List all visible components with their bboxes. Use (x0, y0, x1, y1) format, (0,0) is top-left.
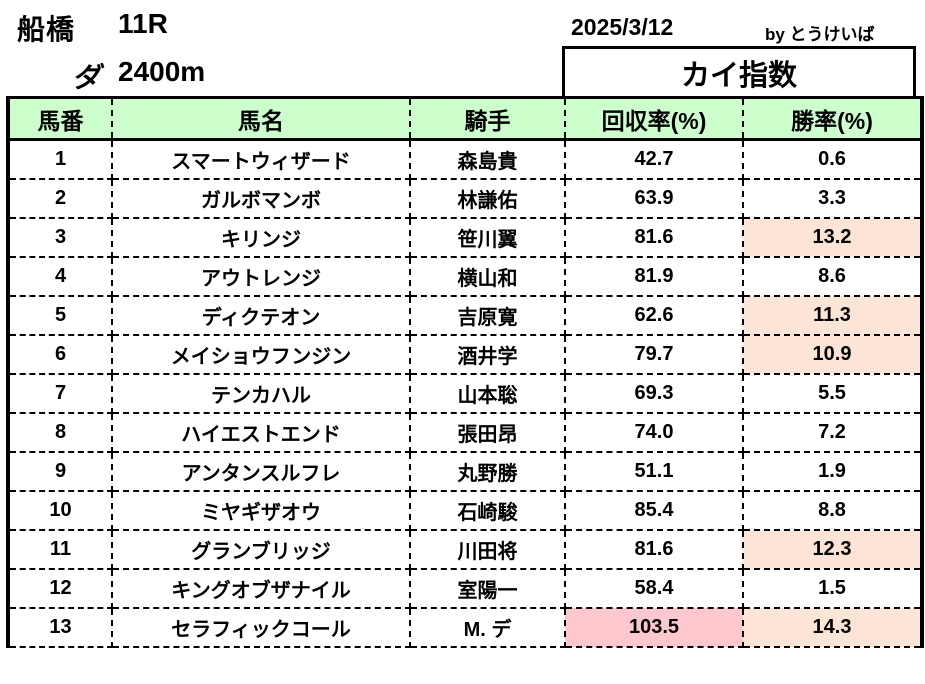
column-header-win-rate: 勝率(%) (743, 96, 924, 141)
jockey-name: 森島貴 (410, 139, 566, 180)
table-row: 6 メイショウフンジン 酒井学 79.7 10.9 (6, 334, 924, 375)
horse-name: アンタンスルフレ (112, 451, 411, 492)
table-row: 10 ミヤギザオウ 石崎駿 85.4 8.8 (6, 490, 924, 531)
table-header-row: 馬番 馬名 騎手 回収率(%) 勝率(%) (6, 96, 924, 141)
horse-name: グランブリッジ (112, 529, 411, 570)
race-index-table: 馬番 馬名 騎手 回収率(%) 勝率(%) 1 スマートウィザード 森島貴 42.7 0… (6, 96, 924, 648)
win-rate: 0.6 (743, 139, 924, 180)
horse-name: テンカハル (112, 373, 411, 414)
return-rate: 85.4 (565, 490, 744, 531)
horse-name: キングオブザナイル (112, 568, 411, 609)
column-header-horse: 馬名 (112, 96, 411, 141)
win-rate: 8.8 (743, 490, 924, 531)
horse-name: ディクテオン (112, 295, 411, 336)
table-row: 2 ガルボマンボ 林謙佑 63.9 3.3 (6, 178, 924, 219)
horse-number: 10 (6, 490, 113, 531)
win-rate: 11.3 (743, 295, 924, 336)
return-rate: 81.6 (565, 529, 744, 570)
return-rate: 79.7 (565, 334, 744, 375)
race-number: 11R (118, 8, 168, 39)
return-rate: 103.5 (565, 607, 744, 648)
horse-number: 7 (6, 373, 113, 414)
return-rate: 74.0 (565, 412, 744, 453)
return-rate: 81.6 (565, 217, 744, 258)
jockey-name: 丸野勝 (410, 451, 566, 492)
win-rate: 7.2 (743, 412, 924, 453)
horse-number: 8 (6, 412, 113, 453)
jockey-name: 酒井学 (410, 334, 566, 375)
horse-number: 4 (6, 256, 113, 297)
jockey-name: 山本聡 (410, 373, 566, 414)
horse-name: セラフィックコール (112, 607, 411, 648)
horse-number: 12 (6, 568, 113, 609)
win-rate: 14.3 (743, 607, 924, 648)
return-rate: 62.6 (565, 295, 744, 336)
table-row: 5 ディクテオン 吉原寛 62.6 11.3 (6, 295, 924, 336)
column-header-number: 馬番 (6, 96, 113, 141)
jockey-name: M. デ (410, 607, 566, 648)
return-rate: 58.4 (565, 568, 744, 609)
jockey-name: 川田将 (410, 529, 566, 570)
win-rate: 3.3 (743, 178, 924, 219)
return-rate: 81.9 (565, 256, 744, 297)
track-surface: ダ (72, 62, 101, 93)
jockey-name: 室陽一 (410, 568, 566, 609)
jockey-name: 張田昂 (410, 412, 566, 453)
table-row: 8 ハイエストエンド 張田昂 74.0 7.2 (6, 412, 924, 453)
return-rate: 51.1 (565, 451, 744, 492)
horse-name: スマートウィザード (112, 139, 411, 180)
win-rate: 1.9 (743, 451, 924, 492)
jockey-name: 横山和 (410, 256, 566, 297)
column-header-jockey: 騎手 (410, 96, 566, 141)
race-distance: 2400m (118, 56, 206, 87)
kai-index-title: カイ指数 (562, 46, 916, 96)
table-row: 7 テンカハル 山本聡 69.3 5.5 (6, 373, 924, 414)
horse-name: アウトレンジ (112, 256, 411, 297)
byline: by とうけいば (765, 25, 875, 44)
table-row: 3 キリンジ 笹川翼 81.6 13.2 (6, 217, 924, 258)
jockey-name: 吉原寛 (410, 295, 566, 336)
return-rate: 63.9 (565, 178, 744, 219)
table-row: 4 アウトレンジ 横山和 81.9 8.6 (6, 256, 924, 297)
win-rate: 1.5 (743, 568, 924, 609)
table-row: 12 キングオブザナイル 室陽一 58.4 1.5 (6, 568, 924, 609)
horse-number: 13 (6, 607, 113, 648)
table-body: 1 スマートウィザード 森島貴 42.7 0.6 2 ガルボマンボ 林謙佑 63.9 3.3 3 キリ… (6, 139, 924, 648)
win-rate: 12.3 (743, 529, 924, 570)
venue-name: 船橋 (17, 14, 76, 45)
horse-number: 1 (6, 139, 113, 180)
win-rate: 5.5 (743, 373, 924, 414)
horse-name: ガルボマンボ (112, 178, 411, 219)
return-rate: 69.3 (565, 373, 744, 414)
table-row: 1 スマートウィザード 森島貴 42.7 0.6 (6, 139, 924, 180)
horse-name: ミヤギザオウ (112, 490, 411, 531)
horse-number: 11 (6, 529, 113, 570)
horse-name: ハイエストエンド (112, 412, 411, 453)
horse-number: 2 (6, 178, 113, 219)
jockey-name: 林謙佑 (410, 178, 566, 219)
win-rate: 13.2 (743, 217, 924, 258)
race-date: 2025/3/12 (571, 14, 674, 40)
horse-number: 6 (6, 334, 113, 375)
horse-number: 5 (6, 295, 113, 336)
win-rate: 8.6 (743, 256, 924, 297)
horse-number: 9 (6, 451, 113, 492)
win-rate: 10.9 (743, 334, 924, 375)
jockey-name: 笹川翼 (410, 217, 566, 258)
table-row: 11 グランブリッジ 川田将 81.6 12.3 (6, 529, 924, 570)
jockey-name: 石崎駿 (410, 490, 566, 531)
table-row: 13 セラフィックコール M. デ 103.5 14.3 (6, 607, 924, 648)
return-rate: 42.7 (565, 139, 744, 180)
horse-name: メイショウフンジン (112, 334, 411, 375)
column-header-return-rate: 回収率(%) (565, 96, 744, 141)
horse-number: 3 (6, 217, 113, 258)
table-row: 9 アンタンスルフレ 丸野勝 51.1 1.9 (6, 451, 924, 492)
horse-name: キリンジ (112, 217, 411, 258)
